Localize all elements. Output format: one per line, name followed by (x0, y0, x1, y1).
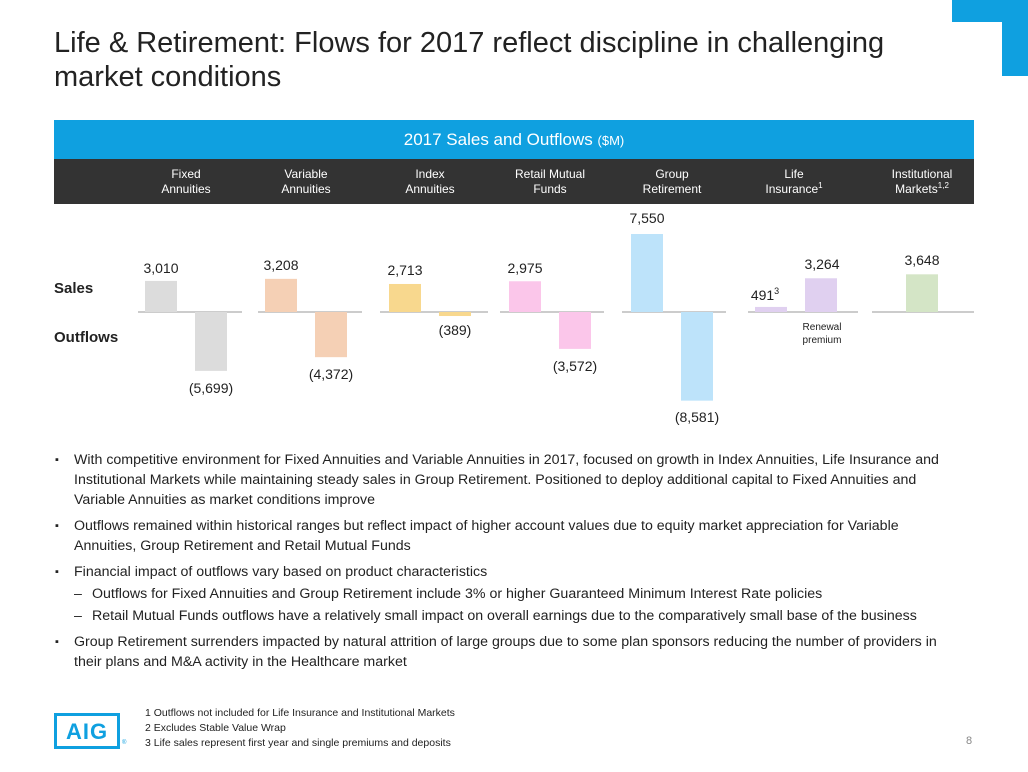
outflow-bar (681, 312, 713, 401)
sales-bar (389, 283, 421, 312)
column-header-line1: Fixed (171, 166, 201, 181)
bullet-item: ▪ Outflows remained within historical ran… (54, 516, 954, 556)
column-header: Fixed Annuities (126, 159, 246, 204)
column-header: Life Insurance1 (734, 159, 854, 204)
sales-data-label: 7,550 (629, 210, 664, 226)
aig-logo: AIG (54, 713, 120, 749)
sales-data-label: 2,975 (507, 260, 542, 276)
column-header-superscript: 1,2 (937, 180, 949, 190)
column-headers: Fixed Annuities Variable Annuities Index Annu… (54, 159, 974, 204)
bullet-list: ▪ With competitive environment for Fixed … (54, 450, 954, 678)
column-header: Index Annuities (370, 159, 490, 204)
column-header: Variable Annuities (246, 159, 366, 204)
footnote: 2 Excludes Stable Value Wrap (145, 722, 286, 734)
sales-bar (755, 306, 787, 312)
chart-header-label: 2017 Sales and Outflows (403, 130, 593, 149)
column-header-line1: Life (784, 166, 804, 181)
renewal-data-label: 3,264 (804, 256, 839, 272)
bullet-text: Financial impact of outflows vary based … (74, 564, 488, 580)
sub-bullet-item: – Retail Mutual Funds outflows have a rel… (54, 606, 954, 626)
footnotes: 1 Outflows not included for Life Insuran… (145, 706, 455, 751)
chart-header-band: 2017 Sales and Outflows ($M) (54, 120, 974, 159)
outflow-bar (439, 312, 471, 317)
sales-data-label: 3,208 (263, 257, 298, 273)
outflow-bar (195, 312, 227, 371)
column-header-line2: Retirement (642, 181, 702, 196)
outflow-data-label: (5,699) (189, 380, 233, 396)
footnote: 1 Outflows not included for Life Insuran… (145, 707, 455, 719)
sales-outflows-chart: 3,010 3,208 2,713 2,975 7,550 4913 3,648 (5,699… (138, 210, 974, 425)
corner-accent-tab (1002, 22, 1028, 76)
bullet-item: ▪ Financial impact of outflows vary based… (54, 562, 954, 582)
outflow-bar (315, 312, 347, 358)
bullet-text: Group Retirement surrenders impacted by … (74, 634, 937, 670)
footnote: 3 Life sales represent first year and si… (145, 737, 451, 749)
slide-title: Life & Retirement: Flows for 2017 reflec… (54, 27, 885, 93)
sales-bar (906, 274, 938, 312)
column-header-line1: Group (655, 166, 689, 181)
bullet-marker: ▪ (55, 636, 59, 648)
renewal-premium-bar (805, 278, 837, 312)
renewal-caption: Renewal (803, 322, 842, 333)
sub-bullet-text: Retail Mutual Funds outflows have a rela… (92, 608, 917, 624)
renewal-caption: premium (803, 335, 842, 346)
outflow-data-label: (3,572) (553, 358, 597, 374)
column-header-superscript: 1 (818, 180, 823, 190)
sub-bullet-text: Outflows for Fixed Annuities and Group R… (92, 586, 823, 602)
row-label-outflows: Outflows (54, 329, 119, 346)
column-header-line1: Institutional (891, 166, 953, 181)
sales-bar (145, 280, 177, 312)
page-number: 8 (966, 735, 973, 747)
bullet-text: Outflows remained within historical rang… (74, 518, 899, 554)
bullet-marker: ▪ (55, 454, 59, 466)
sales-bar (631, 234, 663, 312)
bullet-marker: ▪ (55, 566, 59, 578)
sales-bar (509, 281, 541, 312)
sales-footnote-marker: 3 (774, 286, 779, 296)
chart-header-unit: ($M) (597, 133, 625, 148)
logo-trademark: ® (122, 740, 127, 746)
column-header-line2: Annuities (281, 181, 331, 196)
bullet-item: ▪ With competitive environment for Fixed … (54, 450, 954, 510)
sales-data-label: 3,648 (904, 252, 939, 268)
bullet-marker: ▪ (55, 520, 59, 532)
corner-accent (952, 0, 1028, 22)
outflow-data-label: (389) (439, 322, 472, 338)
column-header-line2: Funds (533, 181, 567, 196)
sales-bar (265, 278, 297, 312)
column-header-line1: Variable (284, 166, 328, 181)
sub-bullet-marker: – (74, 586, 82, 602)
row-label-sales: Sales (54, 280, 94, 297)
column-header-line1: Retail Mutual (514, 166, 586, 181)
sub-bullet-item: – Outflows for Fixed Annuities and Group … (54, 584, 954, 604)
outflow-data-label: (8,581) (675, 409, 719, 425)
bullet-text: With competitive environment for Fixed A… (74, 452, 939, 508)
column-header-line2: Annuities (405, 181, 455, 196)
sales-data-label: 4913 (751, 286, 779, 303)
sub-bullet-marker: – (74, 608, 82, 624)
column-header-line2: Insurance1 (765, 180, 823, 196)
bullet-item: ▪ Group Retirement surrenders impacted by… (54, 632, 954, 672)
sales-data-label: 3,010 (143, 260, 178, 276)
column-header: Institutional Markets1,2 (862, 159, 982, 204)
column-header-line2: Markets1,2 (895, 180, 949, 196)
outflow-data-label: (4,372) (309, 366, 353, 382)
column-header: Retail Mutual Funds (490, 159, 610, 204)
sales-data-label: 2,713 (387, 262, 422, 278)
column-header: Group Retirement (612, 159, 732, 204)
outflow-bar (559, 312, 591, 349)
column-header-line2: Annuities (161, 181, 211, 196)
column-header-line1: Index (415, 166, 445, 181)
